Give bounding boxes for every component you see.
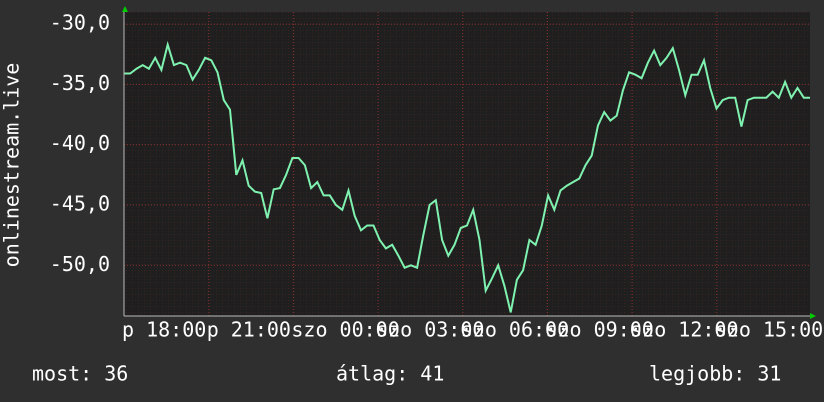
stat-current: most: 36 [32, 362, 128, 386]
x-tick-label: p 18:00 [122, 318, 206, 342]
x-tick-label: szo 12:00 [630, 318, 738, 342]
x-tick-label: szo 15:00 [715, 318, 823, 342]
y-tick-label: -30,0 [50, 11, 110, 35]
y-tick-label: -45,0 [50, 192, 110, 216]
y-axis-arrow [122, 6, 128, 12]
y-tick-label: -50,0 [50, 252, 110, 276]
x-tick-label: p 21:00 [207, 318, 291, 342]
stat-average: átlag: 41 [336, 362, 444, 386]
minor-grid [124, 12, 810, 316]
line-layer [124, 40, 810, 313]
y-tick-label: -40,0 [50, 131, 110, 155]
x-tick-label: szo 06:00 [461, 318, 569, 342]
data-line [124, 40, 810, 313]
x-tick-label: szo 03:00 [376, 318, 484, 342]
x-tick-label: szo 09:00 [545, 318, 653, 342]
stat-best: legjobb: 31 [649, 362, 781, 386]
y-axis-label: onlinestream.live [0, 63, 24, 268]
grid-layer [123, 12, 810, 316]
y-tick-label: -35,0 [50, 71, 110, 95]
x-axis-arrow [810, 313, 816, 319]
x-tick-label: szo 00:00 [291, 318, 399, 342]
